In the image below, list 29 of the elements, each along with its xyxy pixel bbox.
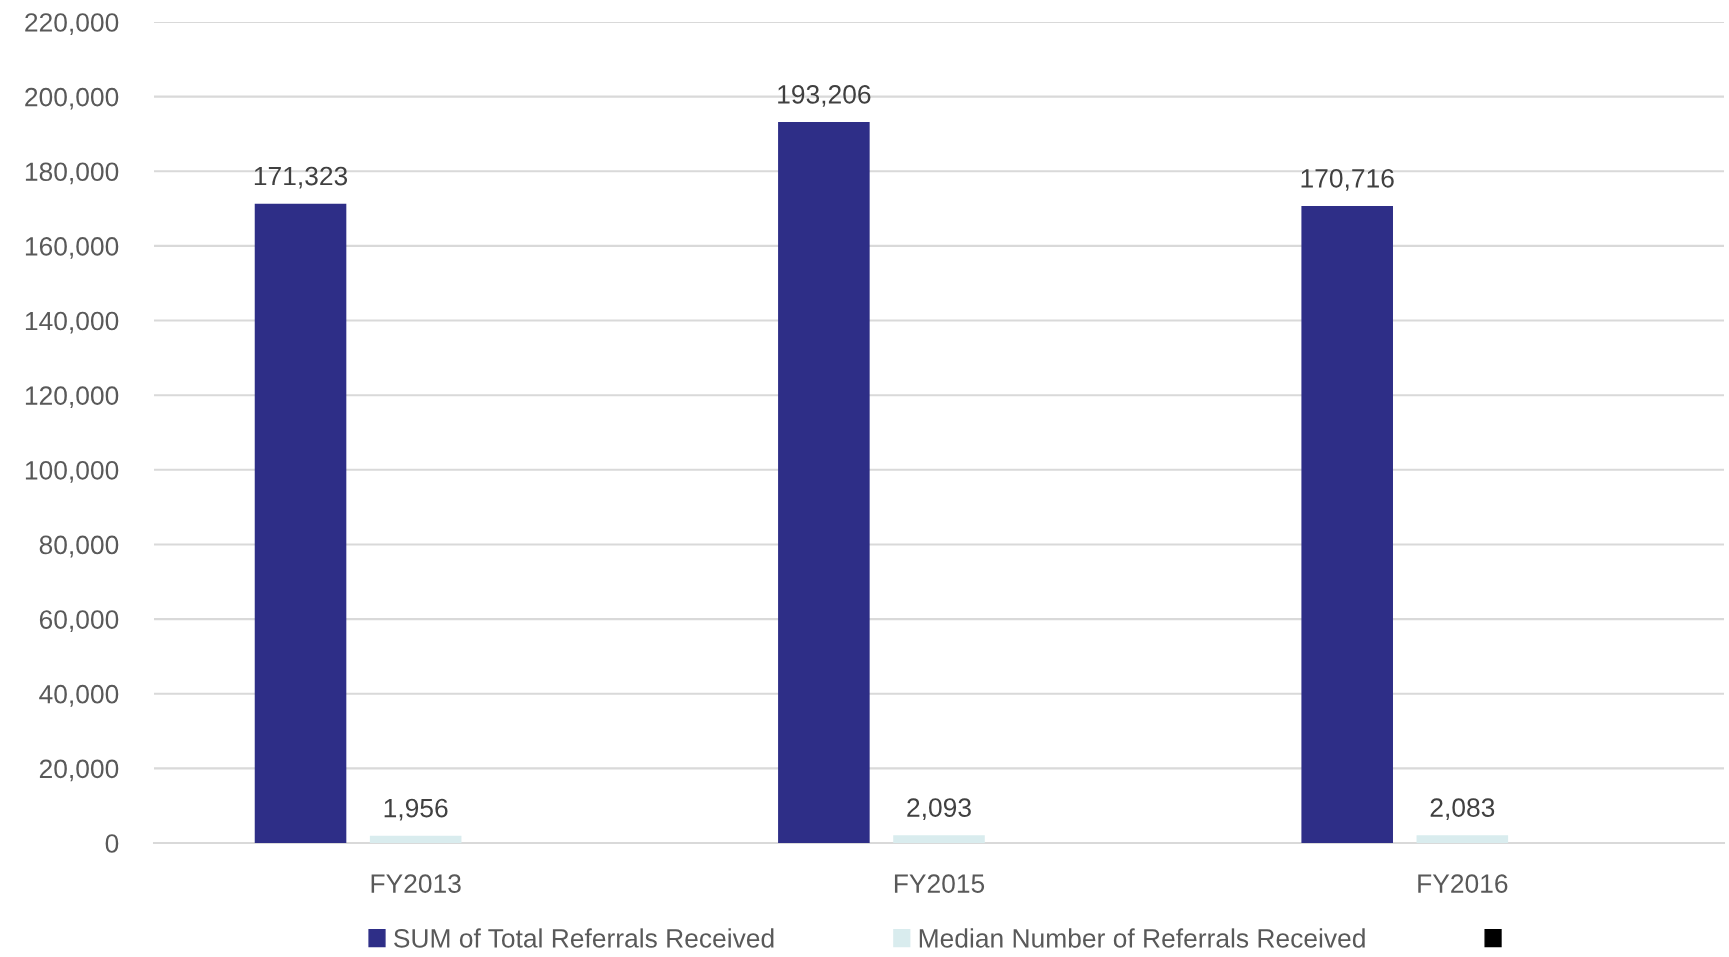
- bar: [369, 835, 462, 843]
- bar: [254, 203, 347, 843]
- data-label: 170,716: [1301, 168, 1394, 191]
- legend-label: SUM of Total Referrals Received: [394, 928, 774, 948]
- y-tick-label: 20,000: [39, 759, 119, 782]
- data-label: 2,093: [907, 798, 971, 821]
- bar: [1416, 835, 1509, 843]
- data-label: 171,323: [254, 166, 348, 189]
- x-tick-label: FY2013: [371, 874, 461, 893]
- bar: [1301, 205, 1393, 843]
- y-tick-label: 220,000: [25, 13, 119, 35]
- x-tick-label: FY2015: [894, 874, 985, 893]
- legend-label: Median Number of Referrals Received: [919, 928, 1365, 948]
- y-tick-label: 160,000: [25, 237, 119, 259]
- y-tick-label: 180,000: [25, 162, 119, 185]
- x-tick-label: FY2016: [1418, 874, 1508, 893]
- y-tick-label: 140,000: [25, 311, 119, 334]
- bar: [893, 835, 985, 843]
- data-label: 2,083: [1430, 798, 1495, 821]
- data-label: 193,206: [778, 85, 871, 107]
- bar: [778, 121, 870, 843]
- y-tick-label: 80,000: [39, 535, 119, 558]
- y-tick-label: 60,000: [39, 610, 119, 633]
- data-label: 1,956: [384, 798, 448, 821]
- y-tick-label: 0: [105, 834, 119, 853]
- y-tick-label: 100,000: [25, 460, 119, 483]
- y-tick-label: 120,000: [25, 386, 119, 409]
- y-tick-label: 40,000: [39, 684, 119, 707]
- y-tick-label: 200,000: [25, 87, 119, 110]
